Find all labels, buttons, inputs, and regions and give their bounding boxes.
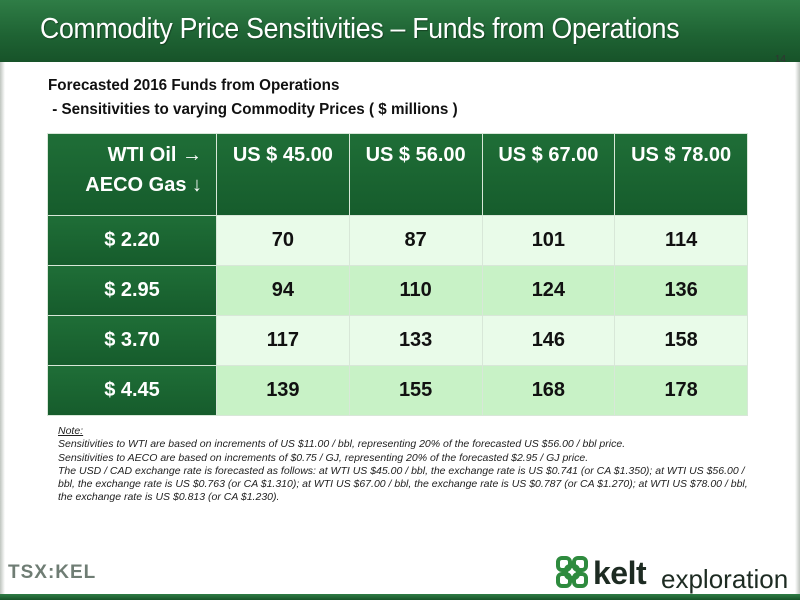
note-line: The USD / CAD exchange rate is forecaste… — [58, 464, 748, 504]
table-cell: 114 — [615, 216, 747, 265]
corner-top-label: WTI Oil → — [107, 144, 202, 166]
table-cell: 136 — [615, 266, 747, 315]
footer-bar — [0, 594, 800, 600]
column-header: US $ 78.00 — [615, 134, 747, 215]
table-cell: 101 — [482, 216, 615, 265]
column-header: US $ 45.00 — [217, 134, 349, 215]
table-row: $ 2.95 94 110 124 136 — [48, 266, 747, 315]
corner-bottom-label: AECO Gas ↓ — [85, 174, 202, 196]
tsx-ticker-logo: TSX:KEL — [8, 562, 96, 584]
table-cell: 158 — [615, 316, 747, 365]
table-cell: 124 — [482, 266, 615, 315]
note-line: Sensitivities to AECO are based on incre… — [58, 451, 589, 464]
table-cell: 139 — [217, 366, 349, 415]
note-line: Sensitivities to WTI are based on increm… — [58, 438, 626, 451]
row-header: $ 2.95 — [48, 266, 216, 315]
table-header-row: WTI Oil → AECO Gas ↓ US $ 45.00 US $ 56.… — [48, 134, 747, 215]
table-cell: 87 — [349, 216, 482, 265]
table-cell: 146 — [482, 316, 615, 365]
right-edge-shade — [795, 62, 800, 600]
table-cell: 155 — [349, 366, 482, 415]
row-header: $ 4.45 — [48, 366, 216, 415]
footnote: Note: Sensitivities to WTI are based on … — [58, 425, 748, 505]
table-cell: 70 — [217, 216, 349, 265]
tsx-ticker-text: TSX:KEL — [8, 562, 97, 583]
note-heading: Note: — [58, 425, 84, 437]
column-header: US $ 67.00 — [482, 134, 615, 215]
table-cell: 168 — [482, 366, 615, 415]
header-bar: Commodity Price Sensitivities – Funds fr… — [0, 0, 800, 65]
column-header: US $ 56.00 — [349, 134, 482, 215]
left-edge-shade — [0, 62, 5, 600]
table-cell: 94 — [217, 266, 349, 315]
celtic-knot-icon — [556, 556, 588, 588]
corner-header: WTI Oil → AECO Gas ↓ — [48, 134, 216, 215]
kelt-wordmark-sub: exploration — [661, 564, 789, 594]
subtitle-line-2: - Sensitivities to varying Commodity Pri… — [48, 101, 458, 118]
kelt-wordmark: kelt — [593, 555, 647, 591]
table-cell: 110 — [349, 266, 482, 315]
table-row: $ 2.20 70 87 101 114 — [48, 216, 747, 265]
subtitle-line-1: Forecasted 2016 Funds from Operations — [48, 77, 340, 94]
row-header: $ 3.70 — [48, 316, 216, 365]
subtitle: Forecasted 2016 Funds from Operations - … — [48, 74, 458, 122]
row-header: $ 2.20 — [48, 216, 216, 265]
table-cell: 117 — [217, 316, 349, 365]
page-title: Commodity Price Sensitivities – Funds fr… — [40, 13, 680, 45]
table-row: $ 3.70 117 133 146 158 — [48, 316, 747, 365]
table-cell: 178 — [615, 366, 747, 415]
page-number: 14 — [774, 54, 786, 65]
table-cell: 133 — [349, 316, 482, 365]
sensitivity-table: WTI Oil → AECO Gas ↓ US $ 45.00 US $ 56.… — [47, 133, 748, 416]
table-row: $ 4.45 139 155 168 178 — [48, 366, 747, 415]
